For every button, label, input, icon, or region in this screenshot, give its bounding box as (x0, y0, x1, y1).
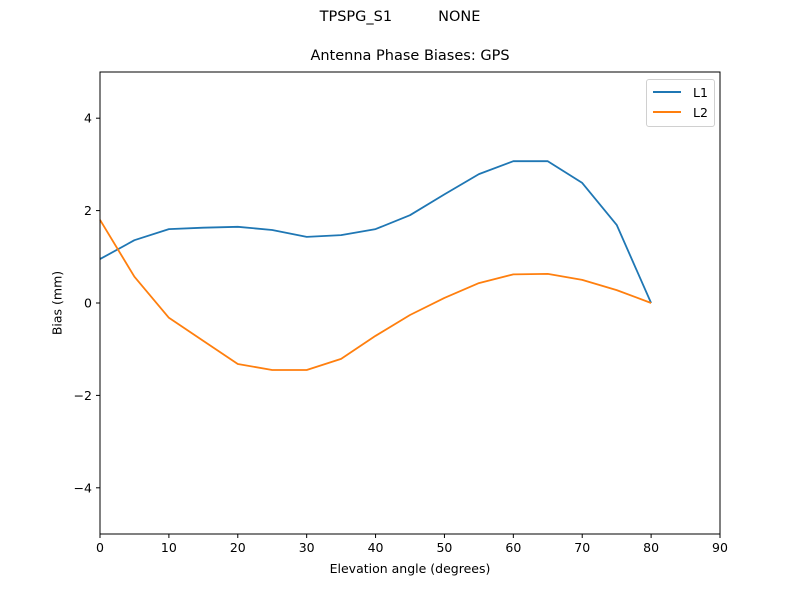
x-tick-label: 20 (230, 540, 246, 555)
x-axis-ticks: 0 10 20 30 40 50 60 70 80 90 (96, 534, 728, 555)
x-tick-label: 40 (368, 540, 384, 555)
x-tick-label: 0 (96, 540, 104, 555)
x-tick-label: 30 (299, 540, 315, 555)
chart-title: Antenna Phase Biases: GPS (310, 48, 510, 64)
legend-label: L1 (693, 84, 708, 100)
y-tick-label: 2 (84, 203, 92, 218)
station-name: TPSPG_S1 (319, 9, 393, 25)
y-axis-ticks: −4 −2 0 2 4 (74, 111, 100, 495)
series-line-l1 (99, 160, 652, 304)
y-axis-label: Bias (mm) (49, 270, 65, 336)
y-tick-label: 4 (84, 111, 92, 126)
y-tick-label: −2 (74, 388, 92, 403)
x-tick-label: 90 (712, 540, 728, 555)
y-tick-label: −4 (74, 480, 92, 495)
legend-item-l2: L2 (653, 104, 708, 120)
legend-label: L2 (693, 104, 708, 120)
y-tick-label: 0 (84, 296, 92, 311)
plot-lines (99, 160, 652, 371)
x-tick-label: 80 (643, 540, 659, 555)
radome-name: NONE (438, 9, 481, 25)
figure-suptitle: TPSPG_S1 NONE (0, 9, 800, 25)
legend-item-l1: L1 (653, 84, 708, 100)
x-tick-label: 60 (505, 540, 521, 555)
axes-frame (99, 71, 721, 535)
x-tick-label: 70 (574, 540, 590, 555)
series-line-l2 (99, 219, 652, 371)
legend-line-l2-icon (653, 111, 681, 113)
x-axis-label: Elevation angle (degrees) (329, 561, 491, 576)
legend: L1 L2 (646, 79, 715, 127)
legend-line-l1-icon (653, 91, 681, 93)
x-tick-label: 10 (161, 540, 177, 555)
x-tick-label: 50 (436, 540, 452, 555)
